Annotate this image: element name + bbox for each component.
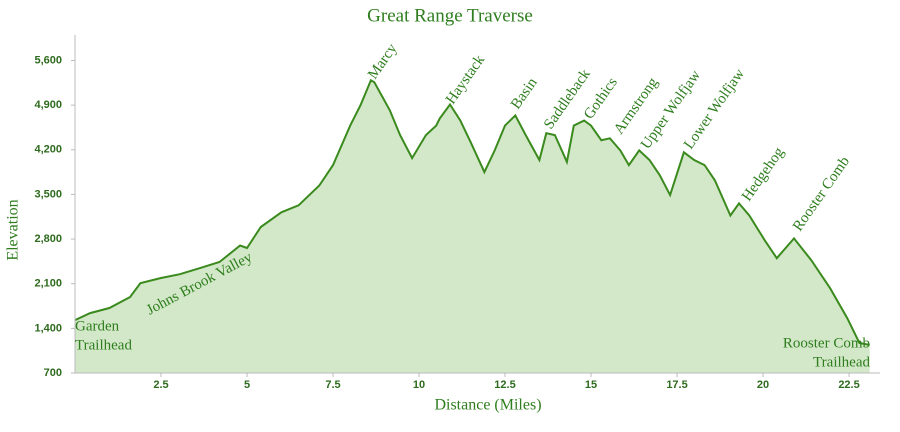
elevation-line <box>74 78 870 346</box>
x-tick-label: 5 <box>244 379 250 391</box>
y-tick-label: 5,600 <box>34 54 62 66</box>
x-tick-label: 15 <box>585 379 597 391</box>
y-tick-label: 700 <box>44 367 62 379</box>
y-tick-label: 1,400 <box>34 322 62 334</box>
peak-annotation: Hedgehog <box>739 144 788 204</box>
chart-title: Great Range Traverse <box>367 5 533 26</box>
x-tick-label: 17.5 <box>666 379 687 391</box>
y-tick-label: 4,900 <box>34 99 62 111</box>
x-axis-title: Distance (Miles) <box>434 397 541 414</box>
x-tick-label: 7.5 <box>325 379 340 391</box>
area-fill <box>75 80 870 374</box>
y-axis-title: Elevation <box>5 199 22 260</box>
y-tick-label: 2,100 <box>34 278 62 290</box>
peak-annotation: Haystack <box>443 52 488 107</box>
peak-annotation: Marcy <box>365 41 401 83</box>
peak-annotation: Trailhead <box>75 337 132 353</box>
peak-annotation: Rooster Comb <box>790 154 853 235</box>
x-tick-label: 2.5 <box>153 379 168 391</box>
x-tick-label: 10 <box>413 379 425 391</box>
peak-annotation: Basin <box>508 75 541 113</box>
x-tick-label: 20 <box>757 379 769 391</box>
peak-annotation: Rooster Comb <box>783 335 870 351</box>
y-tick-label: 2,800 <box>34 233 62 245</box>
y-tick-label: 4,200 <box>34 144 62 156</box>
y-tick-label: 3,500 <box>34 188 62 200</box>
x-tick-label: 22.5 <box>838 379 859 391</box>
peak-annotation: Garden <box>75 318 120 334</box>
peak-annotation: Trailhead <box>813 354 870 370</box>
x-tick-label: 12.5 <box>494 379 515 391</box>
